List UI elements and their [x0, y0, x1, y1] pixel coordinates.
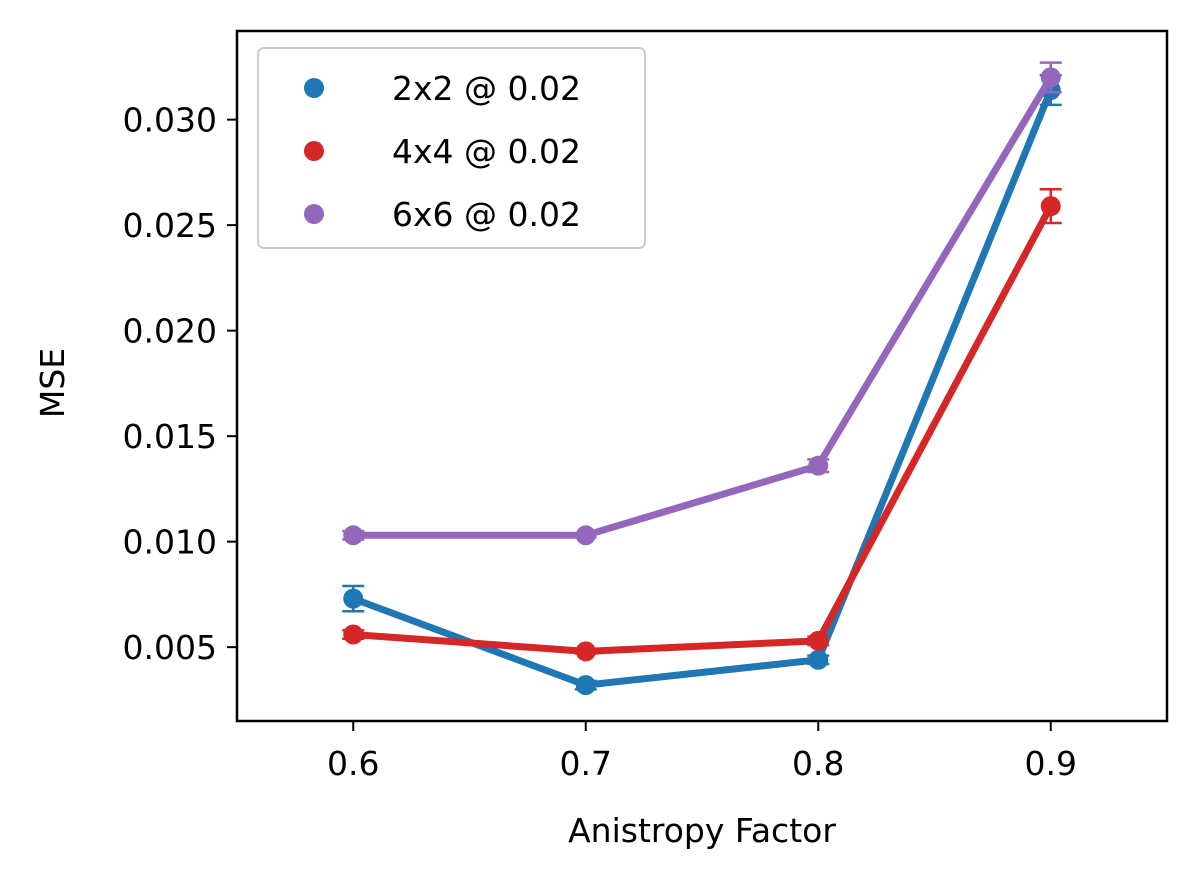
- y-tick-label: 0.015: [123, 417, 217, 456]
- series-3: [342, 61, 1062, 546]
- plot-area: [342, 61, 1062, 696]
- x-axis-title: Anistropy Factor: [568, 811, 836, 850]
- legend-marker: [304, 78, 324, 98]
- y-tick-label: 0.010: [123, 523, 217, 562]
- y-axis-title: MSE: [33, 348, 72, 418]
- axes-frame: [235, 29, 1169, 723]
- legend-marker: [304, 141, 324, 161]
- data-point: [1040, 196, 1061, 217]
- y-axis: 0.005 0.010 0.015 0.020 0.025 0.030: [123, 101, 237, 667]
- data-point: [575, 641, 596, 662]
- y-tick-label: 0.020: [123, 312, 217, 351]
- data-point: [343, 588, 364, 609]
- legend-label: 4x4 @ 0.02: [392, 132, 581, 171]
- data-point: [1040, 67, 1061, 88]
- legend: 2x2 @ 0.02 4x4 @ 0.02 6x6 @ 0.02: [257, 47, 646, 249]
- data-point: [575, 675, 596, 696]
- x-tick-label: 0.9: [1025, 744, 1077, 783]
- data-point: [808, 649, 829, 670]
- data-point: [343, 525, 364, 546]
- series-line: [349, 73, 1055, 539]
- data-point: [575, 525, 596, 546]
- legend-box: [257, 47, 646, 249]
- x-axis: 0.6 0.7 0.8 0.9: [327, 721, 1077, 783]
- y-tick-label: 0.025: [123, 206, 217, 245]
- legend-label: 2x2 @ 0.02: [392, 69, 581, 108]
- series-line: [349, 202, 1055, 655]
- data-point: [808, 455, 829, 476]
- series-2: [342, 188, 1062, 662]
- x-tick-label: 0.8: [792, 744, 844, 783]
- x-tick-label: 0.6: [327, 744, 379, 783]
- y-tick-label: 0.005: [123, 628, 217, 667]
- data-point: [808, 630, 829, 651]
- legend-label: 6x6 @ 0.02: [392, 195, 581, 234]
- data-point: [343, 624, 364, 645]
- x-tick-label: 0.7: [560, 744, 612, 783]
- legend-marker: [304, 204, 324, 224]
- y-tick-label: 0.030: [123, 101, 217, 140]
